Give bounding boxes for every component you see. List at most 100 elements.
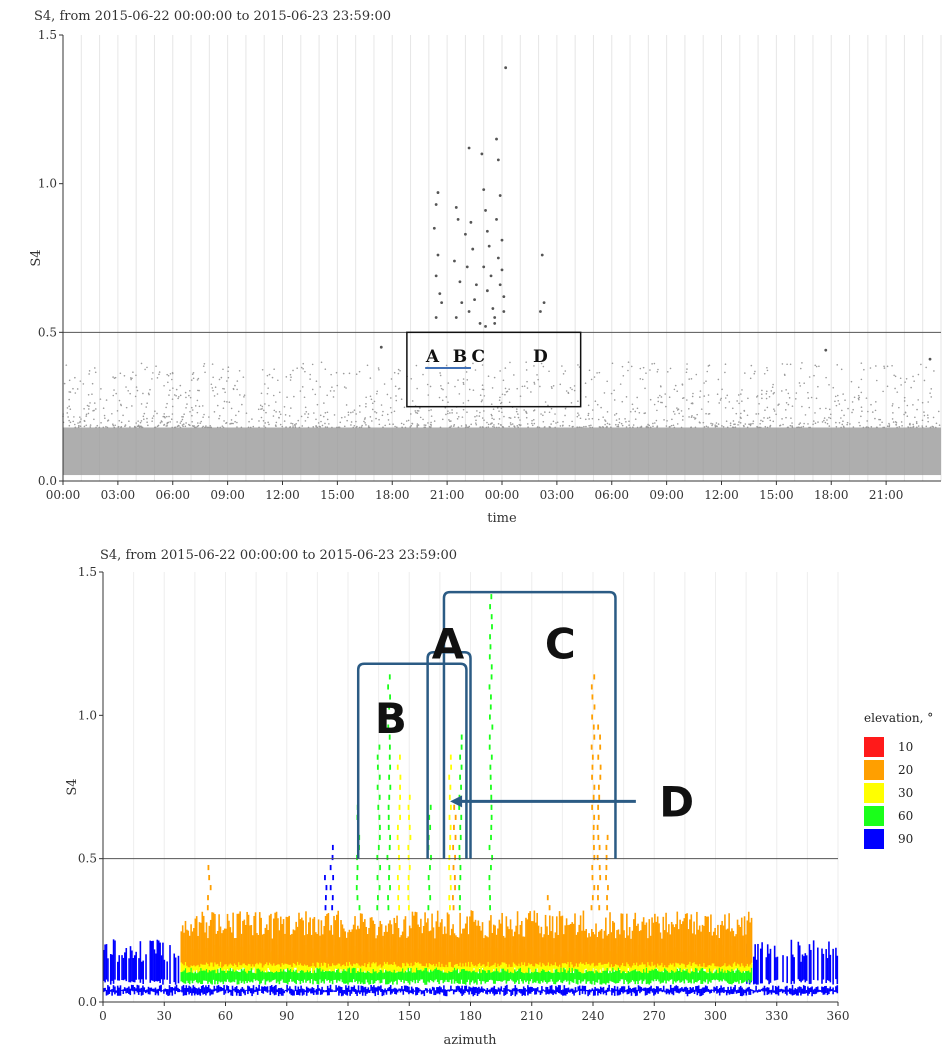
time-point — [632, 408, 634, 410]
time-point — [238, 369, 241, 372]
azimuth-spike-mark — [453, 875, 456, 881]
time-point — [261, 368, 264, 371]
azimuth-band-mark — [462, 989, 465, 995]
time-point — [65, 364, 68, 366]
time-point — [223, 388, 225, 390]
azimuth-band-mark — [132, 958, 135, 983]
azimuth-band-mark — [483, 988, 486, 992]
time-point — [913, 380, 915, 382]
azimuth-band-mark — [644, 967, 646, 980]
azimuth-band-mark — [523, 936, 526, 963]
time-point — [668, 396, 671, 398]
time-point — [207, 426, 210, 429]
azimuth-band-mark — [469, 968, 471, 985]
time-point — [909, 422, 911, 425]
azimuth-band-mark — [676, 911, 679, 964]
azimuth-band-mark — [445, 969, 447, 980]
azimuth-band-mark — [682, 962, 684, 981]
azimuth-band-mark — [382, 989, 385, 996]
time-point — [74, 392, 77, 394]
time-point — [695, 373, 698, 376]
azimuth-spike-mark — [489, 895, 491, 901]
azimuth-band-mark — [356, 990, 358, 996]
time-point — [815, 397, 818, 400]
azimuth-band-mark — [568, 963, 571, 985]
time-point — [378, 368, 380, 371]
azimuth-band-mark — [374, 987, 377, 997]
time-point — [296, 367, 298, 369]
azimuth-band-mark — [459, 988, 462, 994]
azimuth-elevation-bands — [102, 910, 839, 997]
azimuth-band-mark — [553, 938, 555, 966]
azimuth-x-axis-label: azimuth — [443, 1033, 497, 1048]
azimuth-band-mark — [212, 989, 214, 995]
time-point — [118, 399, 121, 402]
azimuth-band-mark — [340, 920, 342, 967]
time-point — [653, 422, 656, 424]
time-point — [176, 421, 178, 423]
time-point — [746, 426, 749, 429]
azimuth-spike-mark — [324, 875, 326, 881]
azimuth-band-mark — [703, 925, 705, 964]
azimuth-band-mark — [788, 988, 791, 994]
time-point — [678, 412, 680, 415]
time-point — [263, 383, 266, 385]
azimuth-band-mark — [467, 955, 470, 972]
time-point — [331, 386, 333, 389]
azimuth-band-mark — [157, 988, 160, 996]
azimuth-band-mark — [124, 952, 126, 980]
azimuth-band-mark — [547, 934, 550, 963]
azimuth-band-mark — [492, 924, 495, 965]
time-point — [753, 372, 756, 375]
azimuth-band-mark — [658, 923, 660, 966]
azimuth-band-mark — [178, 988, 181, 993]
time-point — [375, 392, 378, 395]
azimuth-spike-mark — [593, 734, 596, 740]
azimuth-band-mark — [520, 921, 523, 963]
time-point — [481, 417, 484, 419]
azimuth-band-mark — [658, 988, 661, 992]
time-point — [853, 396, 856, 399]
azimuth-band-mark — [765, 988, 767, 992]
time-point — [676, 407, 678, 409]
time-point — [521, 385, 524, 388]
time-point — [765, 397, 768, 400]
azimuth-band-mark — [233, 966, 236, 983]
azimuth-band-mark — [312, 988, 315, 996]
azimuth-band-mark — [605, 968, 607, 985]
azimuth-band-mark — [559, 985, 561, 994]
azimuth-band-mark — [237, 913, 240, 963]
time-point — [562, 420, 564, 423]
time-point — [608, 423, 611, 426]
azimuth-band-mark — [303, 935, 306, 965]
azimuth-spike-mark — [593, 674, 596, 680]
azimuth-band-mark — [829, 954, 832, 983]
time-point — [196, 379, 199, 381]
time-point — [749, 377, 752, 380]
azimuth-band-mark — [606, 987, 609, 992]
azimuth-band-mark — [323, 971, 326, 984]
azimuth-band-mark — [600, 971, 603, 985]
time-point — [129, 426, 131, 428]
azimuth-band-mark — [519, 924, 522, 967]
azimuth-band-mark — [633, 919, 635, 963]
azimuth-band-mark — [190, 924, 192, 966]
time-point — [68, 424, 71, 427]
azimuth-spike-mark — [489, 644, 492, 650]
time-point — [870, 425, 873, 428]
azimuth-band-mark — [522, 964, 524, 984]
azimuth-band-mark — [677, 929, 680, 964]
azimuth-band-mark — [418, 926, 421, 964]
time-point — [517, 413, 519, 415]
time-point — [237, 410, 240, 413]
azimuth-band-mark — [449, 951, 452, 973]
time-point — [865, 397, 868, 399]
azimuth-band-mark — [740, 963, 743, 984]
time-point — [135, 386, 138, 388]
azimuth-spike-mark — [408, 824, 411, 830]
azimuth-band-mark — [401, 986, 403, 992]
time-point — [286, 396, 288, 398]
azimuth-band-mark — [286, 984, 288, 993]
time-point — [169, 389, 171, 392]
azimuth-band-mark — [656, 916, 659, 964]
